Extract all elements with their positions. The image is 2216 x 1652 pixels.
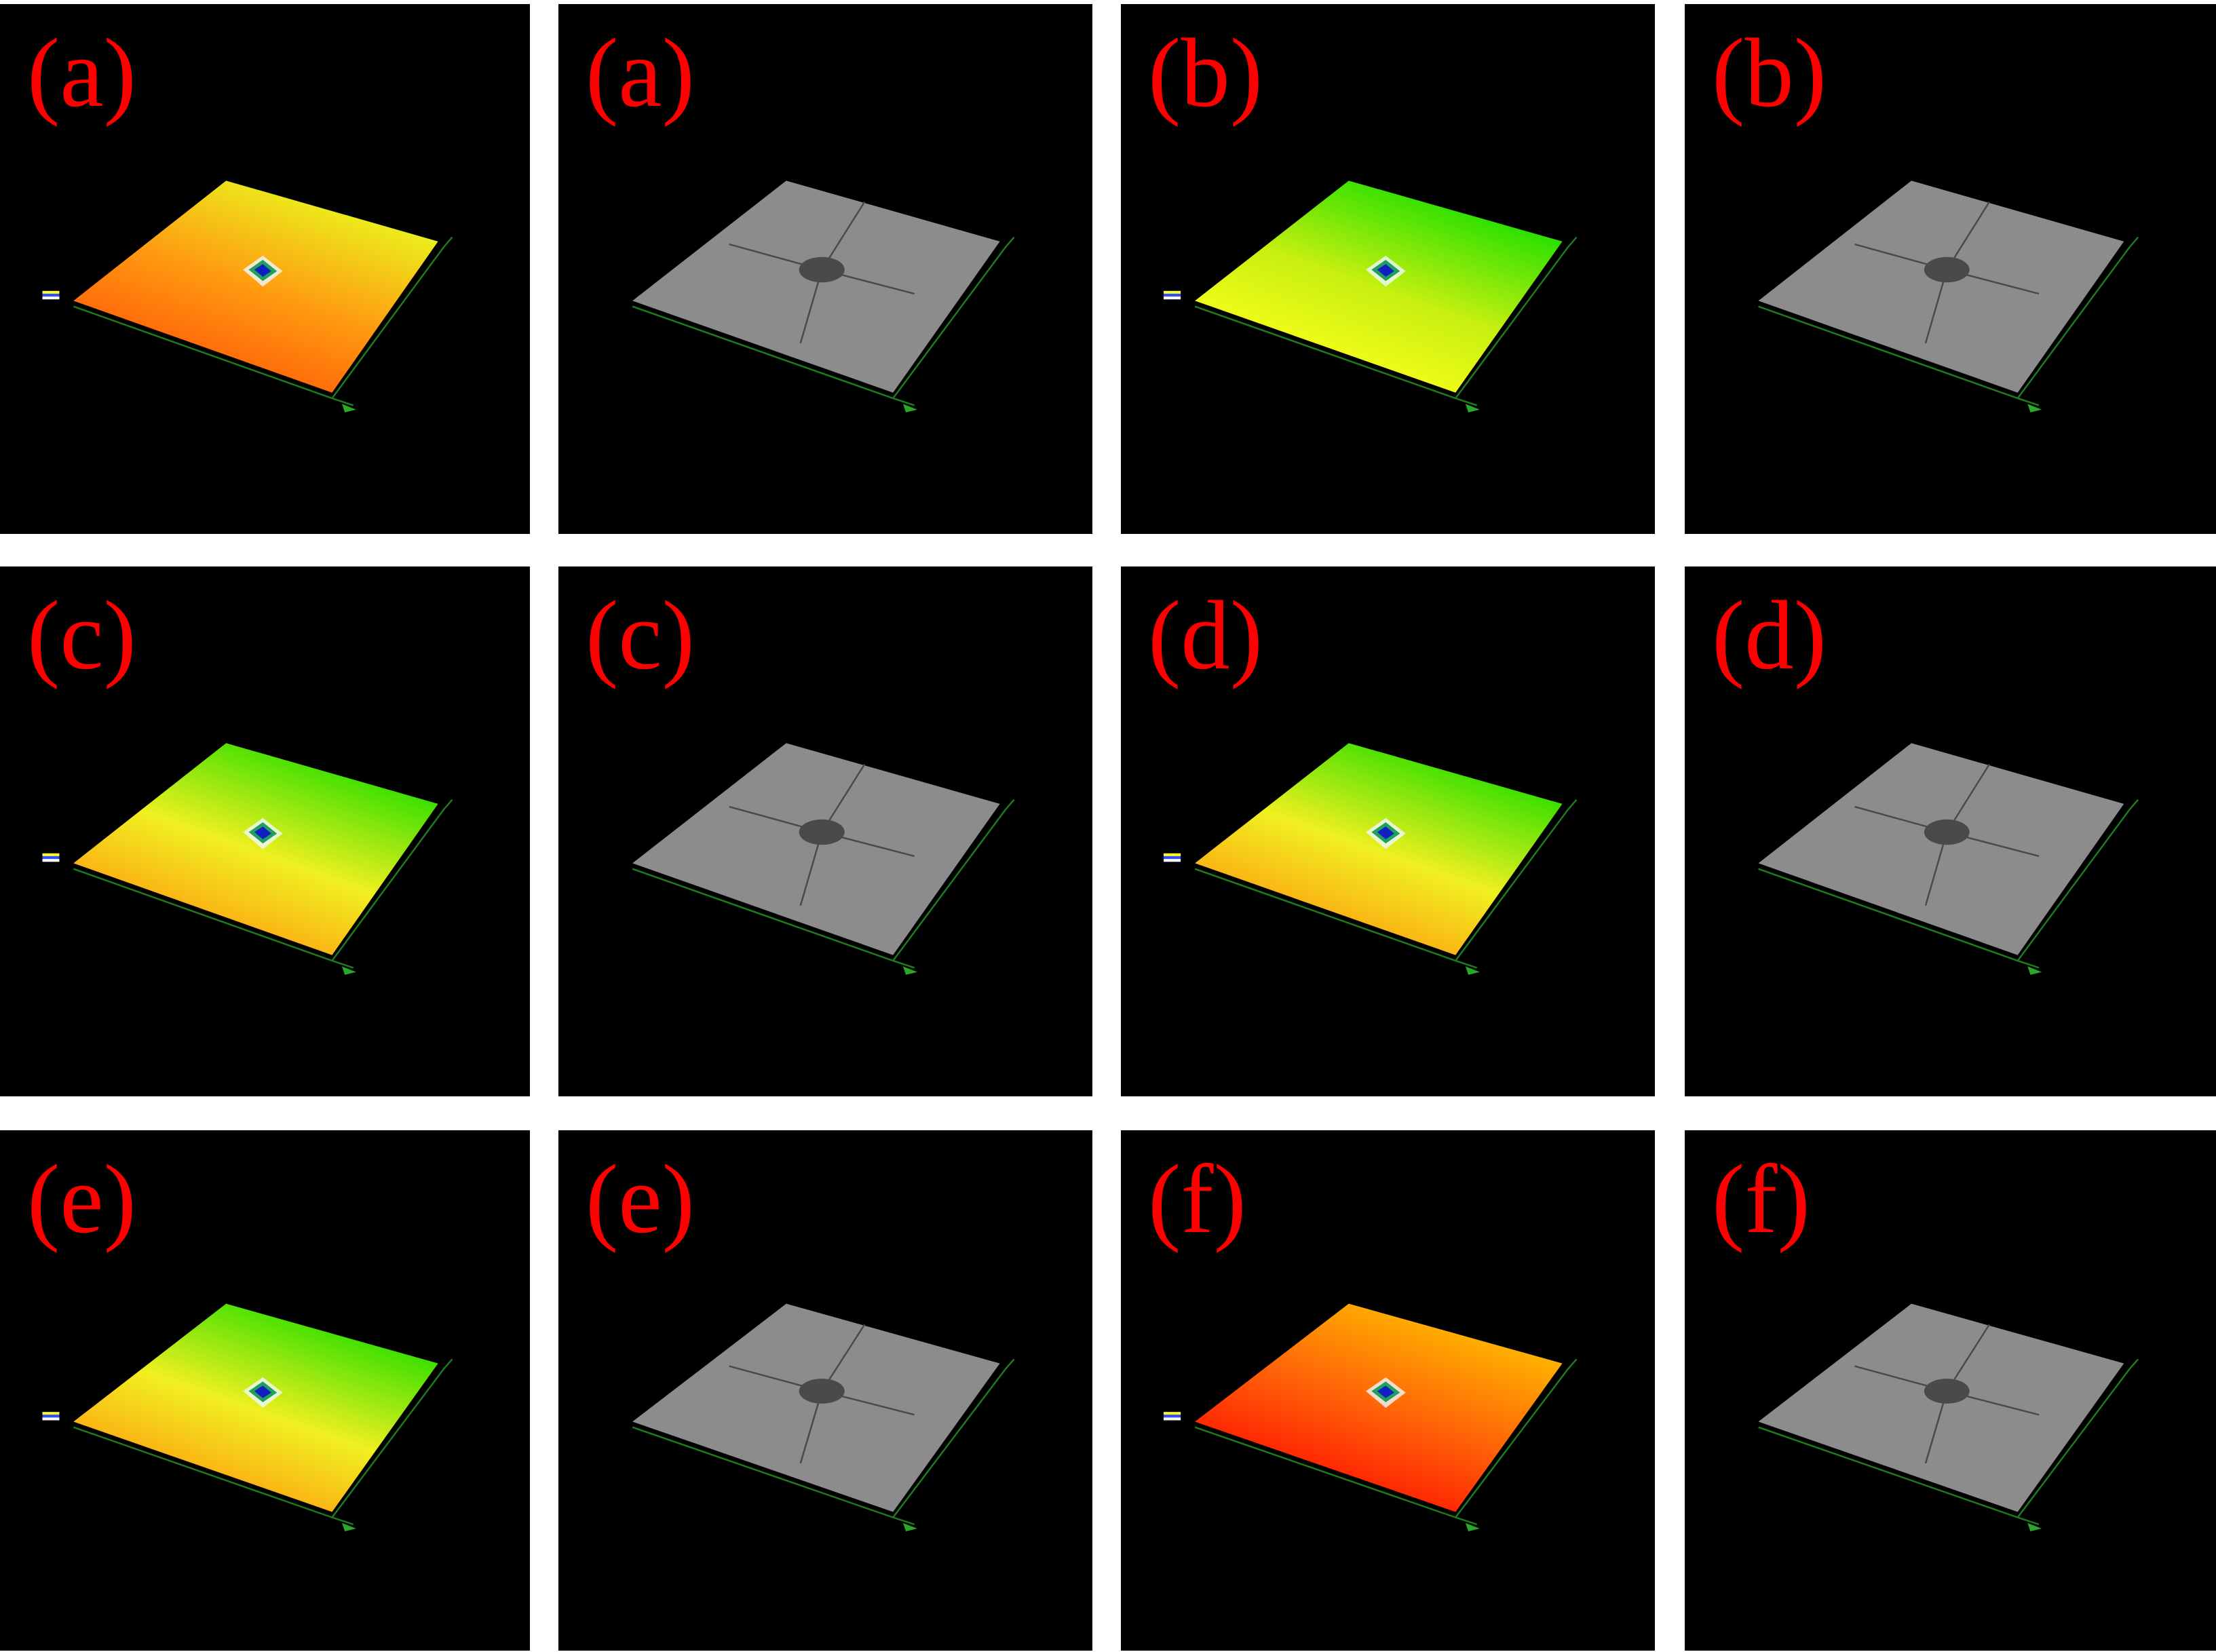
surface-render bbox=[42, 180, 453, 412]
panel-label: (c) bbox=[27, 581, 136, 690]
surface-render bbox=[1758, 1303, 2139, 1532]
image-panel: (f) bbox=[1685, 1130, 2216, 1651]
image-panel: (b) bbox=[1685, 4, 2216, 534]
panel-label: (d) bbox=[1712, 581, 1827, 690]
surface-render bbox=[42, 1303, 453, 1532]
image-panel: (b) bbox=[1121, 4, 1655, 534]
surface-render bbox=[42, 743, 453, 975]
surface-render bbox=[1163, 1303, 1578, 1532]
panel-label: (a) bbox=[27, 19, 136, 128]
image-panel: (d) bbox=[1121, 566, 1655, 1096]
surface-render bbox=[632, 1303, 1015, 1532]
panel-label: (a) bbox=[586, 19, 695, 128]
surface-render bbox=[632, 180, 1015, 412]
surface-render bbox=[1163, 743, 1578, 975]
image-panel: (f) bbox=[1121, 1130, 1655, 1651]
image-panel: (c) bbox=[0, 566, 530, 1096]
image-panel: (a) bbox=[0, 4, 530, 534]
image-panel: (c) bbox=[558, 566, 1092, 1096]
panel-label: (e) bbox=[27, 1145, 136, 1254]
surface-render bbox=[632, 743, 1015, 975]
image-panel: (a) bbox=[558, 4, 1092, 534]
image-panel: (d) bbox=[1685, 566, 2216, 1096]
image-panel: (e) bbox=[558, 1130, 1092, 1651]
panel-label: (d) bbox=[1148, 581, 1263, 690]
panel-label: (e) bbox=[586, 1145, 695, 1254]
surface-render bbox=[1758, 743, 2139, 975]
panel-label: (f) bbox=[1148, 1145, 1246, 1254]
panel-label: (f) bbox=[1712, 1145, 1810, 1254]
panel-label: (b) bbox=[1712, 19, 1827, 128]
panel-label: (c) bbox=[586, 581, 695, 690]
surface-render bbox=[1163, 180, 1578, 412]
panel-label: (b) bbox=[1148, 19, 1263, 128]
surface-render bbox=[1758, 180, 2139, 412]
image-panel: (e) bbox=[0, 1130, 530, 1651]
